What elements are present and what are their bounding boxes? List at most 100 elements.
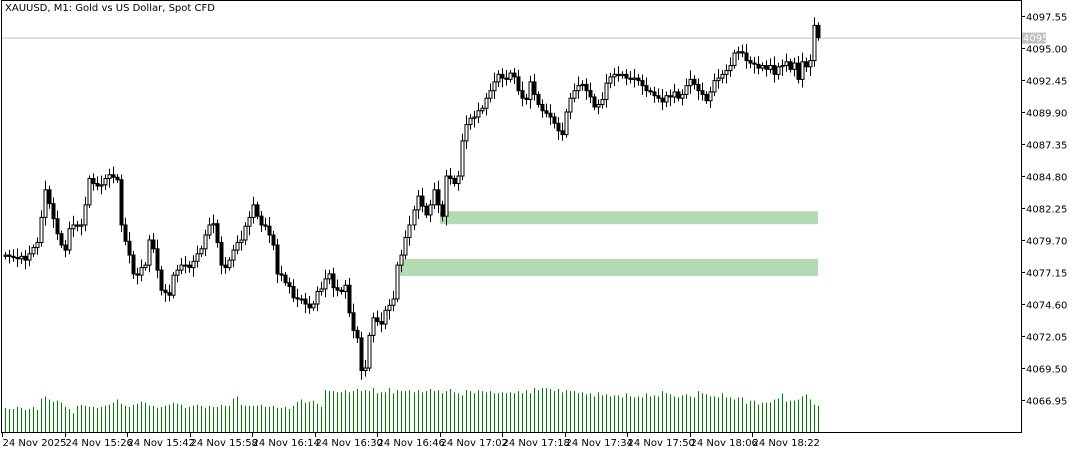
- candle-bear: [7, 254, 12, 257]
- candle-bear: [279, 273, 284, 276]
- candle-bull: [383, 309, 388, 325]
- candle-bear: [756, 63, 761, 69]
- candle-bear: [307, 303, 312, 309]
- price-tick-label: 4066.95: [1026, 397, 1067, 408]
- current-price-label: 4095.83: [1023, 34, 1064, 45]
- time-tick-label: 24 Nov 15:26: [66, 438, 133, 449]
- candle-bull: [183, 264, 188, 267]
- candle-bull: [472, 116, 477, 119]
- candle-bull: [428, 204, 433, 216]
- candle-bull: [371, 317, 376, 336]
- candle-bull: [31, 247, 36, 255]
- candle-bear: [700, 90, 705, 95]
- candle-bull: [484, 97, 489, 109]
- candle-bear: [544, 110, 549, 114]
- candle-bear: [335, 287, 340, 291]
- candle-bull: [191, 260, 196, 269]
- candle-bear: [339, 289, 344, 292]
- candle-bear: [804, 61, 809, 68]
- candle-bear: [676, 91, 681, 99]
- candle-bull: [79, 224, 84, 227]
- candle-bear: [536, 93, 541, 105]
- candle-bull: [99, 184, 104, 187]
- candle-bull: [784, 61, 789, 67]
- candle-bear: [151, 239, 156, 250]
- candle-bull: [195, 253, 200, 262]
- candle-bear: [520, 90, 525, 99]
- candle-bear: [748, 60, 753, 64]
- candle-bull: [171, 274, 176, 296]
- candle-bull: [343, 284, 348, 292]
- price-tick-label: 4087.35: [1026, 141, 1067, 152]
- candle-bear: [752, 62, 757, 65]
- time-tick-label: 24 Nov 17:50: [628, 438, 695, 449]
- candle-bear: [524, 97, 529, 100]
- candle-bull: [239, 239, 244, 244]
- candle-bear: [648, 90, 653, 93]
- candle-bull: [460, 140, 465, 177]
- candle-bear: [552, 116, 557, 124]
- candle-bear: [452, 178, 457, 185]
- candle-bear: [379, 321, 384, 325]
- candle-bear: [59, 233, 64, 246]
- price-axis[interactable]: 4097.55 4095.00 4092.45 4089.90 4087.35 4084.…: [1021, 13, 1067, 408]
- candle-bull: [812, 24, 817, 62]
- candle-bear: [187, 264, 192, 269]
- candle-bull: [143, 264, 148, 269]
- candle-bull: [684, 85, 689, 95]
- candle-bear: [556, 122, 561, 132]
- candle-bear: [75, 224, 80, 227]
- candle-bear: [616, 73, 621, 77]
- candle-bear: [560, 130, 565, 136]
- candle-bull: [27, 253, 32, 261]
- supply-demand-zone: [440, 211, 818, 225]
- candle-bear: [656, 95, 661, 99]
- candle-bear: [127, 240, 132, 256]
- candle-bull: [39, 216, 44, 244]
- candle-bull: [528, 81, 533, 100]
- candle-bull: [179, 264, 184, 271]
- candle-bear: [95, 183, 100, 187]
- candle-bull: [716, 77, 721, 82]
- candle-bear: [652, 91, 657, 97]
- candle-bear: [123, 224, 128, 242]
- price-tick-label: 4077.15: [1026, 269, 1067, 280]
- candle-bear: [660, 97, 665, 103]
- candle-bull: [227, 259, 232, 269]
- current-price-label-bg: [1022, 32, 1046, 44]
- candle-bull: [19, 255, 24, 260]
- candle-bull: [83, 204, 88, 226]
- supply-demand-zone: [400, 258, 818, 277]
- candle-bear: [704, 93, 709, 102]
- candle-bear: [772, 65, 777, 75]
- candle-bull: [311, 303, 316, 309]
- candle-bull: [492, 81, 497, 92]
- candle-bull: [792, 62, 797, 70]
- candle-bull: [808, 60, 813, 68]
- candle-bear: [448, 175, 453, 180]
- candle-bull: [71, 224, 76, 230]
- candle-bear: [540, 103, 545, 112]
- candle-bull: [103, 178, 108, 186]
- time-tick-label: 24 Nov 18:22: [753, 438, 820, 449]
- candle-bull: [395, 264, 400, 300]
- candle-bull: [403, 237, 408, 256]
- candles-layer: [3, 17, 821, 380]
- candle-bull: [367, 334, 372, 369]
- candle-bull: [780, 65, 785, 68]
- candle-bull: [620, 73, 625, 77]
- candle-bear: [223, 264, 228, 269]
- plot-frame: [1, 0, 1022, 433]
- candle-bear: [796, 62, 801, 80]
- candle-bull: [87, 178, 92, 206]
- candle-bear: [592, 96, 597, 108]
- candle-bear: [636, 77, 641, 82]
- candle-bear: [119, 179, 124, 226]
- candle-bear: [303, 298, 308, 305]
- candle-bull: [175, 269, 180, 276]
- candle-bear: [291, 285, 296, 299]
- candle-bull: [564, 111, 569, 136]
- price-tick-label: 4092.45: [1026, 77, 1067, 88]
- candle-bull: [664, 95, 669, 103]
